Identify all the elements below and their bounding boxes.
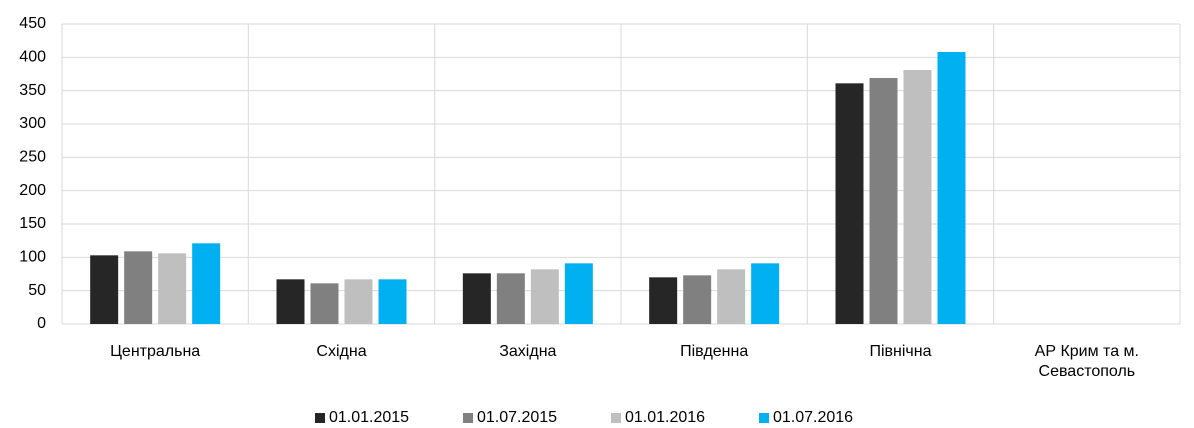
y-tick-label: 300 [19, 115, 46, 132]
bar [869, 78, 898, 324]
bar [310, 283, 339, 324]
x-tick-label: Західна [499, 343, 557, 360]
legend-label: 01.01.2016 [625, 409, 705, 426]
y-tick-label: 250 [19, 149, 46, 166]
bar [903, 70, 932, 324]
y-tick-label: 450 [19, 15, 46, 32]
bar [496, 273, 525, 324]
y-tick-label: 150 [19, 215, 46, 232]
x-tick-label: Центральна [110, 343, 201, 360]
bar [835, 83, 864, 324]
y-tick-label: 0 [37, 315, 46, 332]
legend-swatch [759, 413, 769, 423]
x-tick-label: Східна [316, 343, 367, 360]
y-tick-label: 100 [19, 249, 46, 266]
bar [683, 275, 712, 324]
legend-label: 01.07.2015 [477, 409, 557, 426]
bar [158, 253, 187, 324]
bar [344, 279, 373, 324]
bar [90, 255, 119, 324]
y-tick-label: 400 [19, 49, 46, 66]
y-tick-label: 200 [19, 182, 46, 199]
bar [717, 269, 746, 324]
legend-swatch [315, 413, 325, 423]
bar [751, 263, 780, 324]
x-tick-label: АР Крим та м. Севастополь [1034, 343, 1139, 380]
bar [530, 269, 559, 324]
bar [564, 263, 593, 324]
bar [124, 251, 153, 324]
legend-swatch [463, 413, 473, 423]
bar [937, 52, 966, 324]
bar [462, 273, 491, 324]
bar [276, 279, 305, 324]
bar [649, 277, 678, 324]
legend-swatch [611, 413, 621, 423]
y-tick-label: 350 [19, 82, 46, 99]
bar [192, 243, 221, 324]
legend-label: 01.07.2016 [773, 409, 853, 426]
y-tick-label: 50 [28, 282, 46, 299]
x-tick-label: Південна [680, 343, 749, 360]
bar [378, 279, 407, 324]
x-tick-label: Північна [869, 343, 932, 360]
legend-label: 01.01.2015 [329, 409, 409, 426]
